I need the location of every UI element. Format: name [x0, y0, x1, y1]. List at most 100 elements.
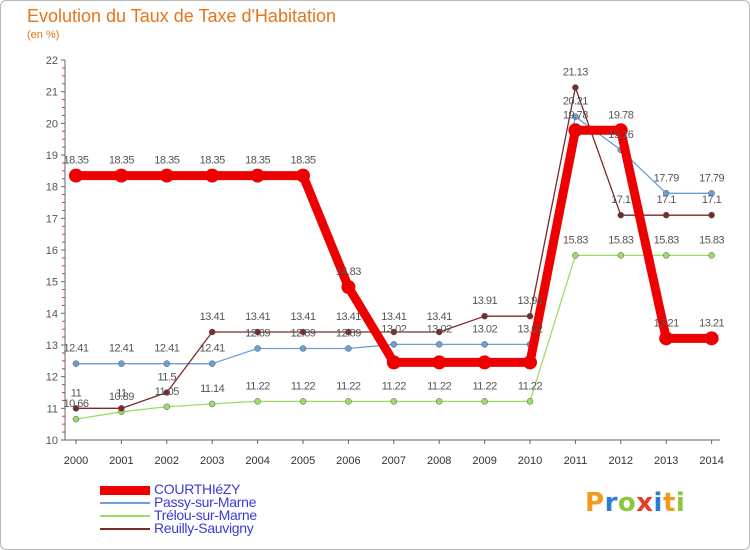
data-point [526, 398, 534, 405]
y-tick-label: 21 [46, 87, 58, 99]
data-point [708, 252, 715, 259]
data-label: 13.21 [654, 317, 679, 329]
data-label: 15.83 [563, 234, 588, 246]
data-point [568, 123, 583, 138]
data-point [481, 398, 488, 405]
data-label: 18.35 [200, 155, 225, 167]
data-point [72, 360, 80, 367]
data-label: 19.16 [608, 129, 633, 141]
logo-letter: o [617, 488, 637, 518]
data-point [386, 355, 401, 370]
proxiti-logo: Proxiti [585, 488, 685, 518]
data-point [704, 331, 719, 346]
y-tick-label: 15 [46, 277, 58, 289]
data-point [163, 389, 171, 396]
data-label: 12.41 [200, 343, 225, 355]
data-point [572, 113, 579, 120]
data-label: 17.79 [699, 172, 724, 184]
data-point [208, 360, 216, 367]
data-point [118, 360, 125, 367]
x-tick-label: 2004 [245, 455, 269, 467]
legend-swatch [100, 528, 150, 530]
data-label: 18.35 [63, 155, 88, 167]
data-label: 10.89 [109, 391, 134, 403]
x-tick-label: 2009 [472, 455, 496, 467]
logo-letter: i [653, 488, 663, 518]
data-label: 12.89 [290, 327, 315, 339]
data-point [208, 400, 216, 408]
data-label: 13.02 [381, 323, 406, 335]
data-label: 19.78 [563, 109, 588, 121]
data-point [254, 345, 261, 352]
data-point [345, 345, 352, 352]
data-label: 11 [71, 387, 82, 399]
legend-swatch [100, 486, 150, 495]
data-label: 11 [116, 387, 127, 399]
x-tick-label: 2011 [564, 455, 588, 467]
data-point [299, 328, 307, 336]
data-label: 17.79 [654, 172, 679, 184]
data-point [341, 280, 356, 295]
data-point [72, 415, 80, 423]
chart-title: Evolution du Taux de Taxe d'Habitation [27, 6, 336, 26]
data-label: 11.14 [200, 383, 225, 395]
data-point [435, 341, 443, 348]
data-point [163, 403, 171, 410]
data-point [163, 360, 171, 367]
data-label: 11.22 [518, 380, 543, 392]
data-label: 13.41 [200, 311, 225, 323]
legend-label: Passy-sur-Marne [154, 494, 257, 510]
x-tick-label: 2014 [699, 455, 723, 467]
data-point [435, 398, 443, 405]
legend-swatch [100, 515, 150, 517]
data-label: 13.91 [517, 295, 542, 307]
y-tick-label: 19 [46, 150, 58, 162]
data-point [617, 211, 625, 219]
data-point [345, 328, 352, 336]
data-point [390, 398, 398, 405]
data-label: 13.91 [472, 295, 497, 307]
data-label: 12.41 [109, 343, 134, 355]
data-point [481, 341, 488, 348]
x-tick-label: 2007 [382, 455, 406, 467]
data-point [345, 398, 352, 405]
data-label: 21.13 [563, 67, 588, 79]
data-label: 12.89 [245, 327, 270, 339]
data-label: 19.78 [608, 109, 633, 121]
data-point [114, 168, 129, 183]
data-label: 12.41 [63, 343, 88, 355]
x-tick-label: 2005 [291, 455, 315, 467]
data-label: 15.83 [654, 234, 679, 246]
y-tick-label: 12 [46, 372, 58, 384]
data-point [432, 355, 447, 370]
data-label: 13.41 [381, 311, 406, 323]
data-point [159, 168, 174, 183]
x-tick-label: 2012 [609, 455, 633, 467]
logo-letter: P [585, 488, 605, 518]
data-label: 12.41 [154, 343, 179, 355]
data-point [299, 398, 307, 405]
data-label: 18.35 [290, 155, 315, 167]
y-tick-label: 20 [46, 118, 58, 130]
y-tick-label: 10 [46, 435, 58, 447]
legend-swatch [100, 502, 150, 504]
data-label: 11.22 [245, 380, 270, 392]
data-point [299, 345, 307, 352]
data-label: 18.35 [109, 155, 134, 167]
x-tick-label: 2002 [155, 455, 179, 467]
data-label: 13.02 [472, 323, 497, 335]
data-label: 10.66 [63, 398, 88, 410]
x-tick-label: 2001 [109, 455, 133, 467]
data-label: 17.1 [611, 194, 631, 206]
data-point [296, 168, 310, 183]
data-point [572, 252, 579, 259]
data-point [118, 405, 125, 412]
data-label: 13.41 [427, 311, 452, 323]
data-label: 13.41 [245, 311, 270, 323]
data-label: 11.22 [472, 380, 497, 392]
data-label: 13.02 [517, 323, 542, 335]
logo-letter: i [675, 488, 686, 518]
data-point [69, 168, 83, 183]
y-tick-label: 14 [46, 308, 58, 320]
data-point [572, 84, 579, 91]
